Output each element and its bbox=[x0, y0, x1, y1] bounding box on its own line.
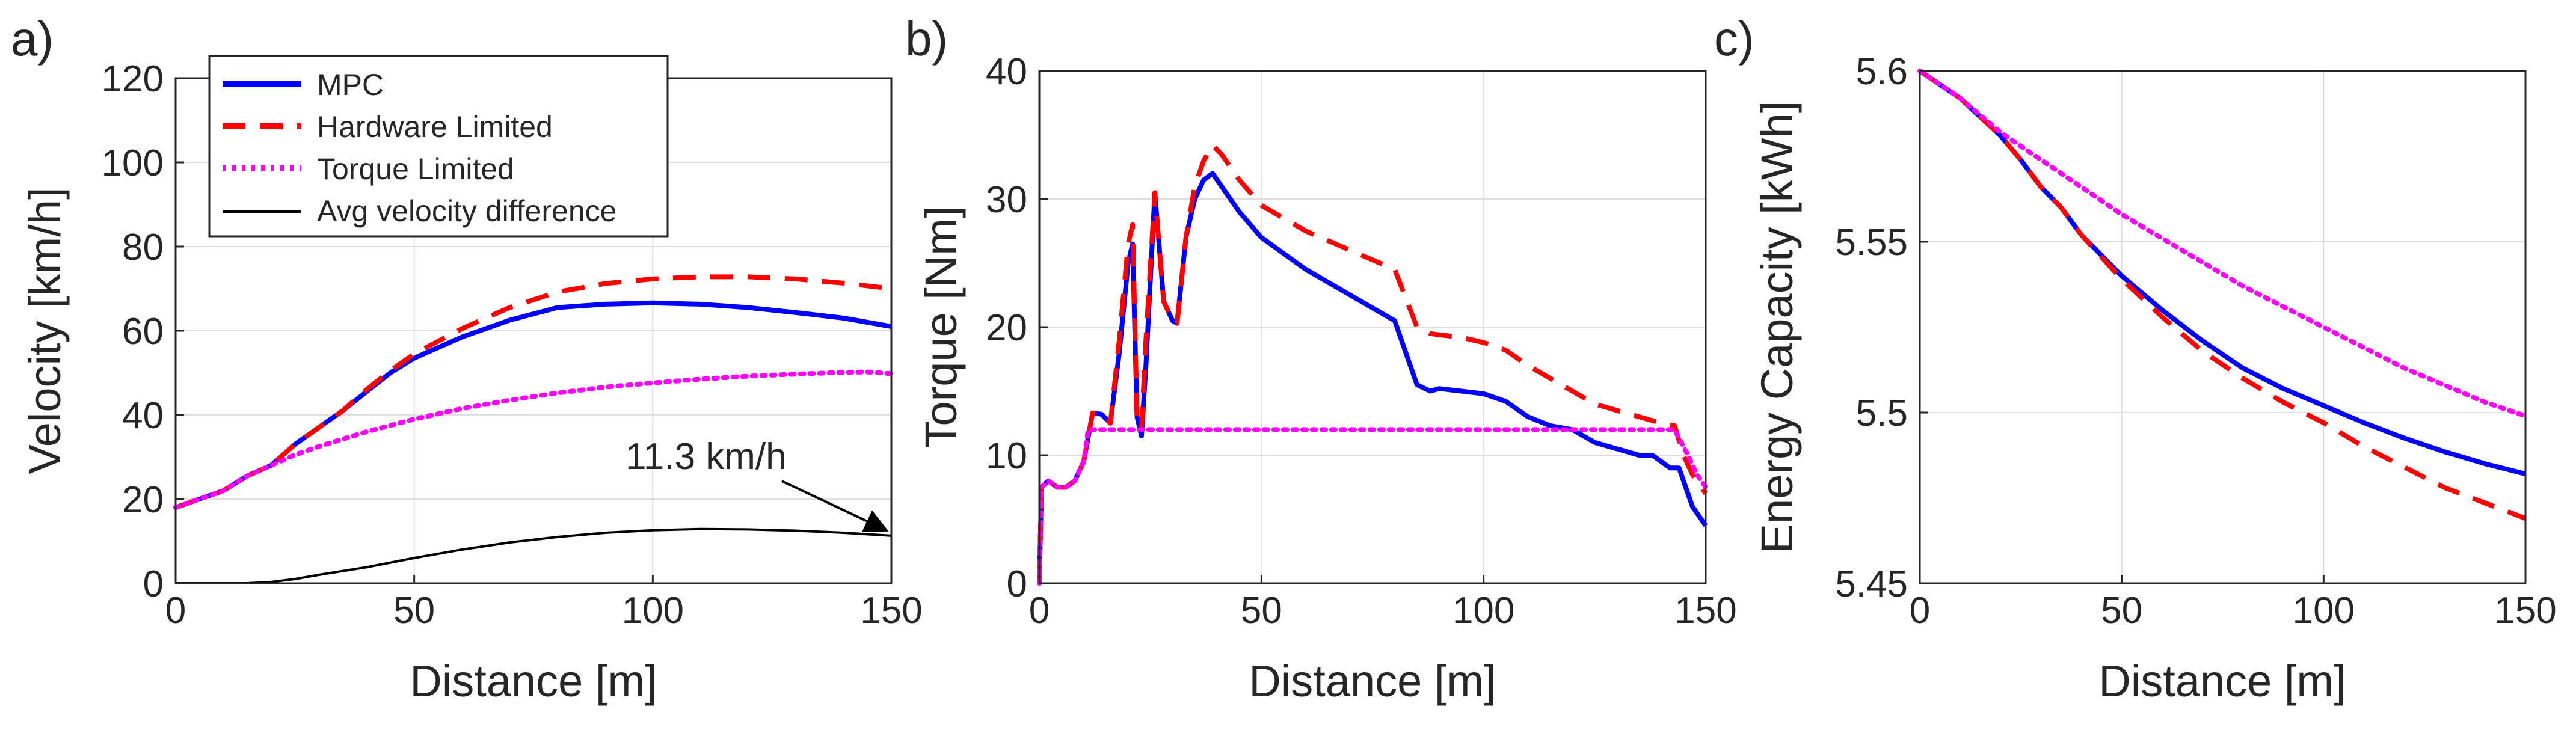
y-axis-label: Torque [Nm] bbox=[916, 206, 966, 448]
axes-frame bbox=[1919, 70, 2527, 584]
y-tick-label: 40 bbox=[122, 395, 164, 437]
y-tick-label: 20 bbox=[122, 479, 164, 521]
series-line-torque-limited bbox=[1037, 427, 1708, 586]
x-tick-label: 50 bbox=[393, 590, 435, 631]
x-axis-label: Distance [m] bbox=[410, 656, 657, 706]
y-tick-label: 100 bbox=[102, 143, 164, 184]
y-axis-label: Velocity [km/h] bbox=[20, 187, 70, 474]
series-line-avg-velocity-difference bbox=[176, 527, 892, 584]
chart-panel-velocity: a) 0 50 100 150 0 20 40 60 80 100 120 Distance [m]… bbox=[11, 12, 923, 706]
y-tick-label: 30 bbox=[986, 179, 1027, 221]
annotation-text: 11.3 km/h bbox=[626, 436, 787, 477]
annotation-arrow bbox=[781, 480, 889, 532]
x-tick-label: 150 bbox=[860, 590, 922, 631]
y-tick-label: 5.5 bbox=[1856, 393, 1908, 434]
x-tick-label: 0 bbox=[1029, 590, 1050, 631]
x-tick-label: 150 bbox=[2494, 590, 2556, 631]
series-line-hardware-limited bbox=[1918, 69, 2527, 521]
y-tick-label: 5.6 bbox=[1856, 51, 1908, 93]
y-tick-label: 0 bbox=[143, 563, 164, 605]
legend-label-hardware-limited: Hardware Limited bbox=[317, 110, 553, 144]
y-tick-label: 5.55 bbox=[1835, 222, 1908, 263]
x-tick-label: 150 bbox=[1674, 590, 1736, 631]
x-tick-label: 50 bbox=[2101, 590, 2142, 631]
series-line-mpc bbox=[1037, 171, 1708, 584]
x-axis-label: Distance [m] bbox=[1249, 656, 1496, 706]
legend-label-mpc: MPC bbox=[317, 68, 384, 102]
x-tick-label: 0 bbox=[1910, 590, 1930, 631]
series-line-hardware-limited bbox=[1037, 143, 1708, 584]
panel-label: c) bbox=[1714, 12, 1754, 66]
y-tick-label: 120 bbox=[102, 58, 164, 100]
series-line-torque-limited bbox=[173, 369, 894, 510]
chart-panel-torque: b) 0 50 100 150 0 10 20 30 40 Distance [m] Torqu… bbox=[905, 12, 1737, 706]
x-tick-label: 100 bbox=[622, 590, 684, 631]
x-axis-label: Distance [m] bbox=[2098, 656, 2346, 706]
panel-label: a) bbox=[11, 12, 54, 66]
x-tick-label: 100 bbox=[2293, 590, 2355, 631]
x-tick-label: 50 bbox=[1241, 590, 1282, 631]
y-tick-label: 10 bbox=[986, 435, 1027, 477]
x-tick-label: 0 bbox=[165, 590, 186, 631]
y-tick-label: 80 bbox=[122, 227, 164, 268]
axes-frame bbox=[1038, 70, 1707, 584]
x-tick-label: 100 bbox=[1452, 590, 1514, 631]
legend: MPC Hardware Limited Torque Limited Avg … bbox=[208, 55, 669, 238]
y-tick-label: 0 bbox=[1007, 563, 1027, 605]
legend-label-torque-limited: Torque Limited bbox=[317, 152, 514, 186]
series-line-torque-limited bbox=[1917, 69, 2528, 419]
y-tick-label: 60 bbox=[122, 311, 164, 352]
y-axis-label: Energy Capacity [kWh] bbox=[1752, 101, 1802, 554]
legend-label-avg-velocity-difference: Avg velocity difference bbox=[317, 194, 616, 228]
panel-label: b) bbox=[905, 12, 948, 66]
y-tick-label: 5.45 bbox=[1835, 563, 1908, 605]
y-tick-label: 20 bbox=[986, 307, 1027, 349]
y-tick-label: 40 bbox=[986, 51, 1027, 93]
